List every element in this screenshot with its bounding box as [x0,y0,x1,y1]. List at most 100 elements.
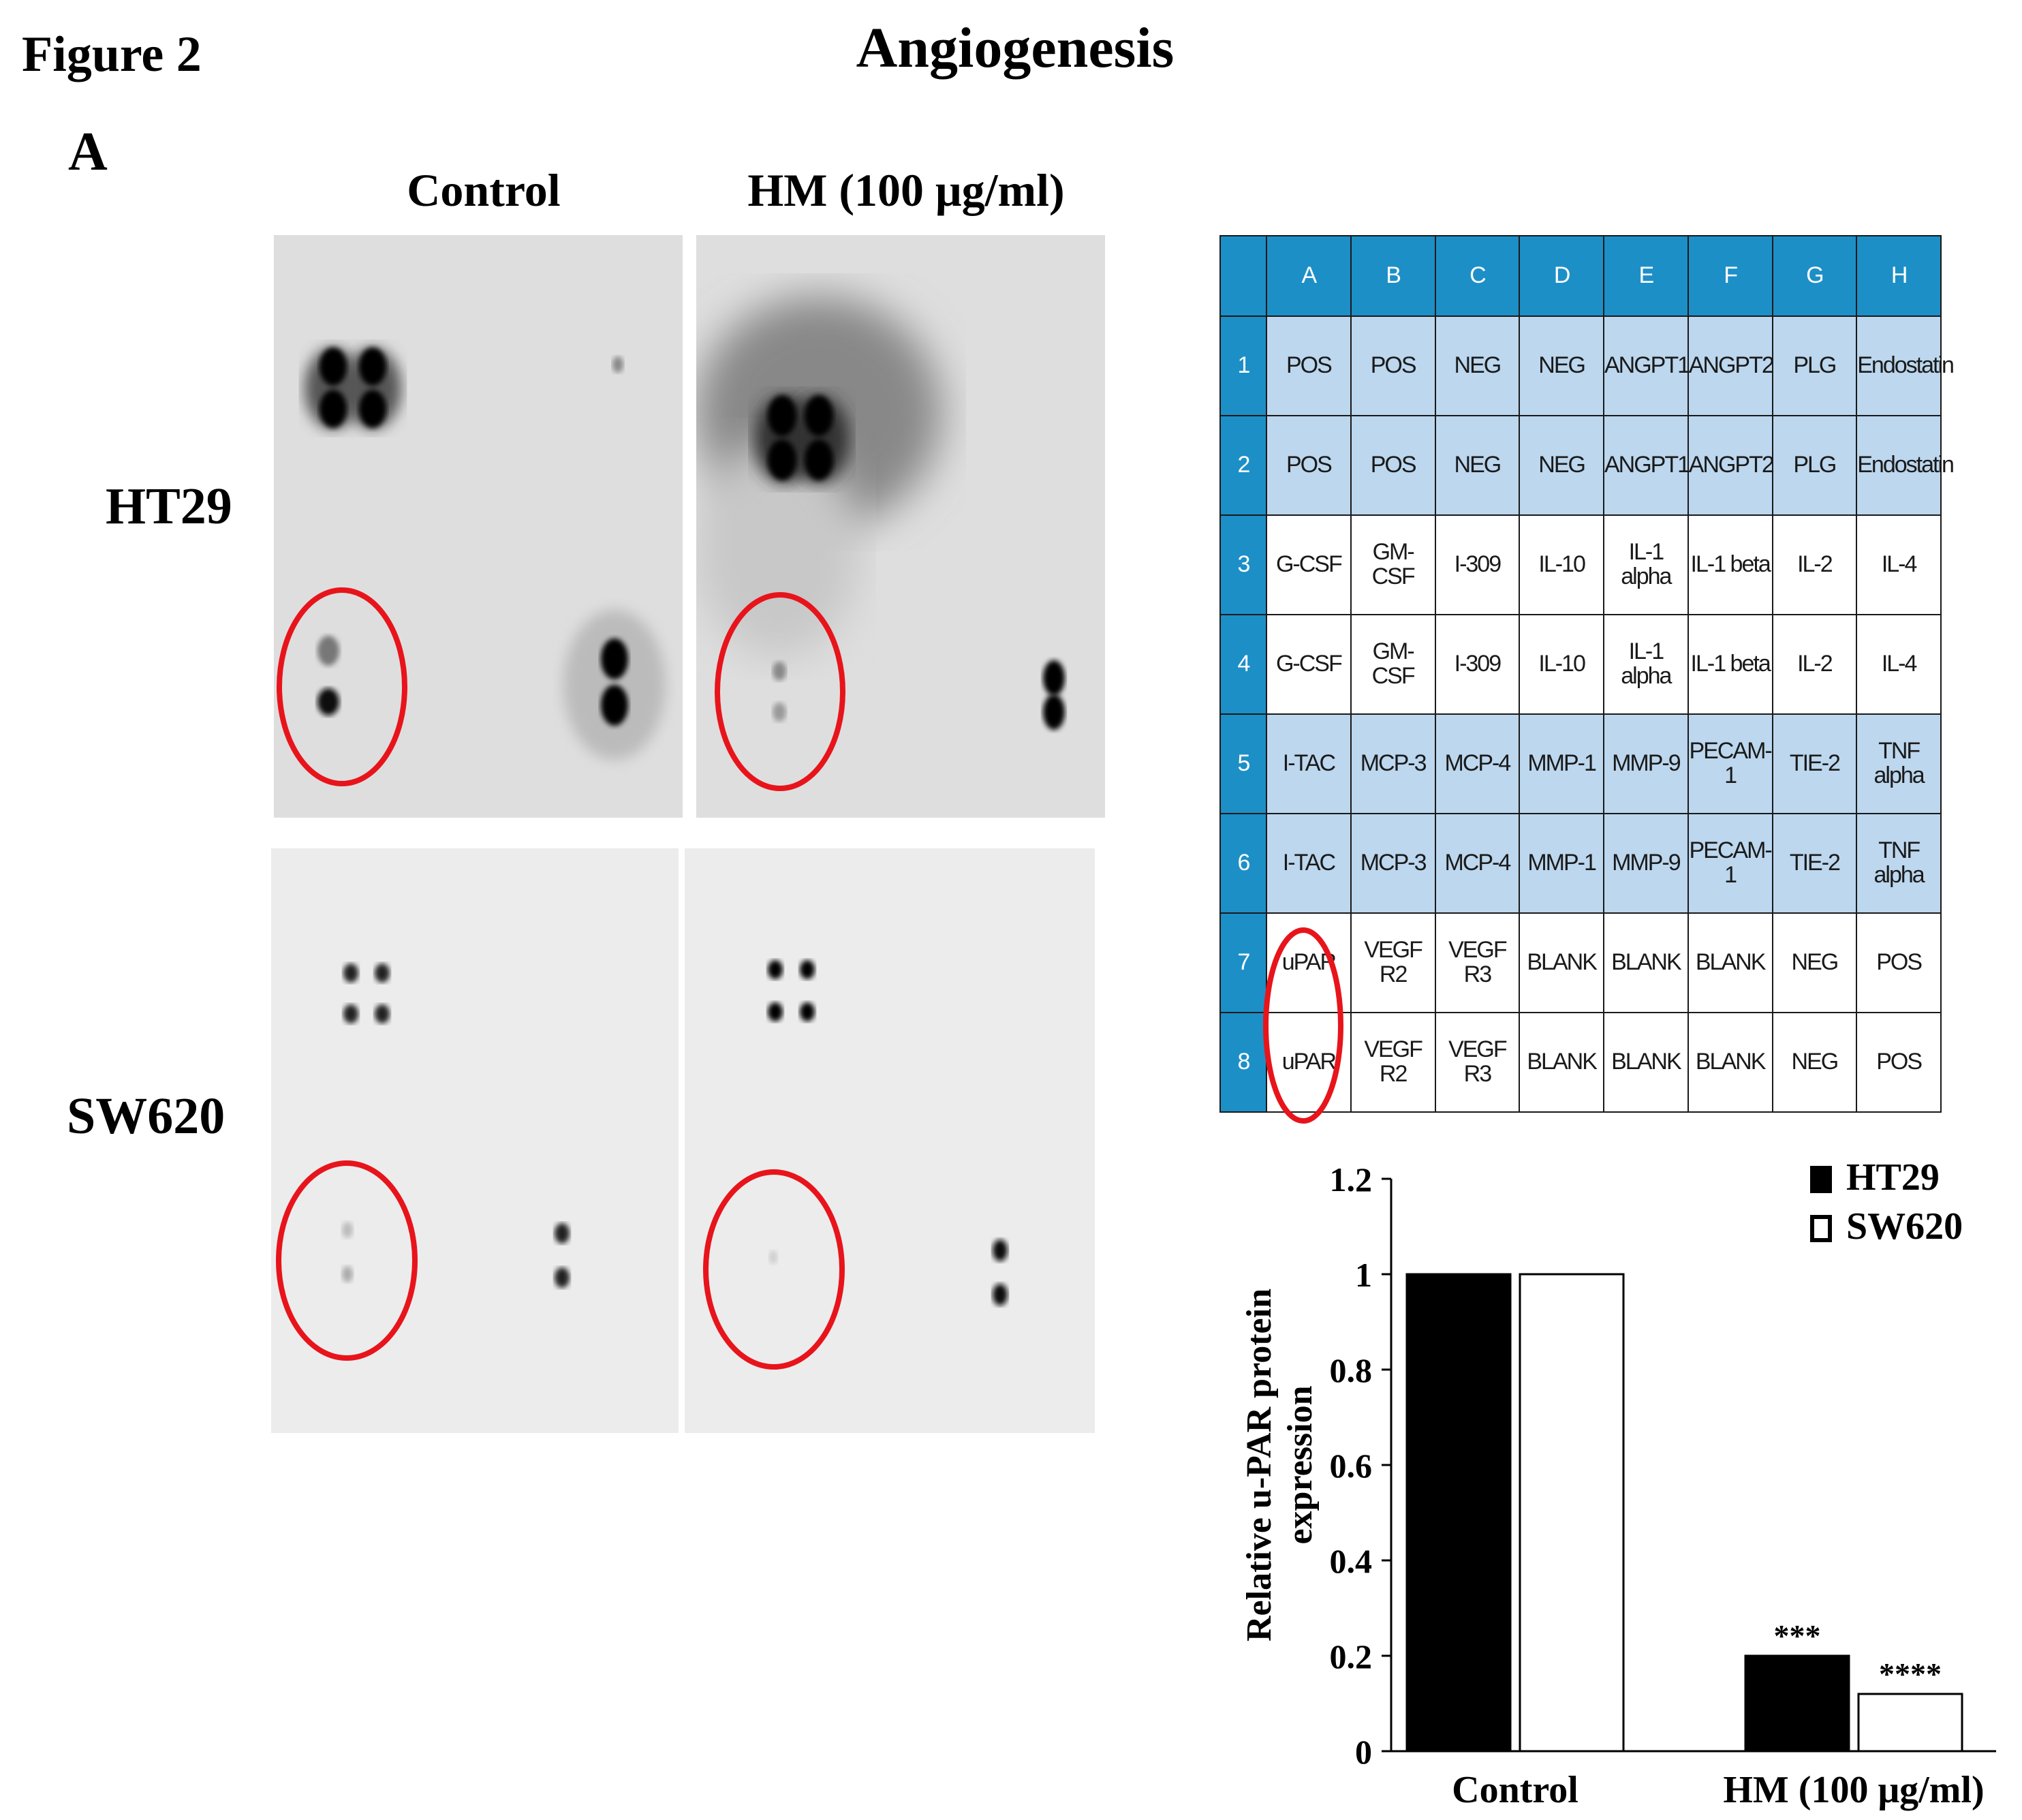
array-cell: IL-4 [1856,514,1942,615]
spot-faint [612,356,623,373]
array-cell: MCP-3 [1350,713,1436,814]
array-cell: POS [1266,415,1352,516]
array-cell: G-CSF [1266,614,1352,715]
bar-ht29-1 [1744,1654,1850,1753]
array-cell: IL-10 [1519,514,1604,615]
array-cell: MMP-1 [1519,713,1604,814]
blot-sw620-control [271,848,679,1433]
array-cell: TNF alpha [1856,713,1942,814]
y-tick-label: 0.4 [1330,1542,1373,1580]
highlight-circle-sw620-hm [703,1169,845,1370]
y-axis-label: Relative u-PAR proteinexpression [1240,1289,1320,1641]
row-header-sw620: SW620 [67,1088,225,1145]
array-cell: ANGPT2 [1687,315,1775,416]
highlight-circle-ht29-control [277,587,407,786]
array-col-header: D [1519,235,1604,317]
spot-pos-2 [555,1223,570,1288]
array-corner-cell [1219,235,1267,317]
array-cell: MCP-3 [1350,813,1436,914]
array-cell: MMP-1 [1519,813,1604,914]
array-row-header: 1 [1219,315,1267,416]
array-cell: POS [1350,315,1436,416]
y-tick-label: 0.8 [1330,1351,1373,1389]
array-cell: Endostatin [1856,315,1955,416]
spot-pos-1 [754,395,850,484]
upar-bar-chart: 0 0.2 0.4 0.6 0.8 1 1.2 Relative u-PAR proteine… [1240,1156,1996,1811]
spot-pos-1 [768,960,815,1021]
array-cell: BLANK [1519,1012,1604,1113]
x-category-label: Control [1452,1769,1578,1811]
array-col-header: H [1856,235,1942,317]
array-col-header: G [1771,235,1858,317]
array-cell: GM-CSF [1350,614,1436,715]
array-col-header: E [1603,235,1689,317]
figure-title: Angiogenesis [856,16,1175,80]
array-col-header: A [1266,235,1352,317]
spot-upar [773,662,786,722]
array-cell: BLANK [1603,912,1689,1013]
array-row-header: 4 [1219,614,1267,715]
array-cell: BLANK [1519,912,1604,1013]
array-cell: BLANK [1603,1012,1689,1113]
highlight-circle-ht29-hm [715,592,845,791]
array-cell: BLANK [1687,1012,1773,1113]
bar-sw620-1 [1857,1693,1963,1753]
legend-label-ht29: HT29 [1846,1156,1940,1199]
array-cell: PECAM-1 [1687,813,1773,914]
x-category-label: HM (100 μg/ml) [1723,1769,1984,1811]
panel-label: A [68,122,108,182]
array-cell: POS [1856,1012,1942,1113]
spot-pos-1 [305,348,401,429]
array-cell: IL-1 beta [1687,614,1773,715]
row-header-ht29: HT29 [106,478,232,535]
array-col-header: B [1350,235,1436,317]
array-cell: G-CSF [1266,514,1352,615]
array-cell: TNF alpha [1856,813,1942,914]
legend-swatch-sw620 [1810,1215,1832,1242]
array-row-header: 6 [1219,813,1267,914]
spot-pos-2 [1043,660,1065,730]
array-cell: NEG [1771,912,1858,1013]
array-cell: NEG [1519,315,1604,416]
array-cell: VEGF R3 [1434,912,1521,1013]
array-cell: IL-2 [1771,514,1858,615]
array-cell: ANGPT1 [1603,415,1690,516]
spot-pos-1 [343,963,390,1023]
array-cell: ANGPT2 [1687,415,1775,516]
array-cell: VEGF R2 [1350,912,1436,1013]
array-col-header: F [1687,235,1773,317]
array-cell: NEG [1434,415,1521,516]
array-row-header: 5 [1219,713,1267,814]
spot-upar [342,1222,353,1282]
array-cell: BLANK [1687,912,1773,1013]
spot-pos-2 [993,1239,1008,1306]
spot-pos-2 [563,610,666,760]
array-cell: IL-1 beta [1687,514,1773,615]
array-cell: NEG [1519,415,1604,516]
y-tick-label: 1 [1355,1256,1372,1294]
spot-upar [317,636,339,715]
array-cell: PECAM-1 [1687,713,1773,814]
array-cell: IL-1 alpha [1603,614,1689,715]
significance-marker: *** [1774,1618,1821,1653]
array-cell: IL-10 [1519,614,1604,715]
array-cell: POS [1350,415,1436,516]
array-cell: I-TAC [1266,813,1352,914]
bar-sw620-0 [1519,1273,1625,1753]
blot-ht29-control [274,235,683,818]
legend-swatch-ht29 [1810,1166,1832,1193]
column-header-hm: HM (100 μg/ml) [747,164,1065,216]
y-tick-label: 0.6 [1330,1447,1373,1485]
array-cell: I-TAC [1266,713,1352,814]
array-cell: MCP-4 [1434,813,1521,914]
figure-label: Figure 2 [22,27,202,82]
array-cell: NEG [1771,1012,1858,1113]
blot-ht29-hm [696,235,1105,818]
array-cell: PLG [1771,315,1858,416]
array-cell: I-309 [1434,614,1521,715]
array-cell: NEG [1434,315,1521,416]
array-cell: IL-4 [1856,614,1942,715]
array-cell: IL-1 alpha [1603,514,1689,615]
highlight-circle-sw620-control [276,1160,418,1361]
